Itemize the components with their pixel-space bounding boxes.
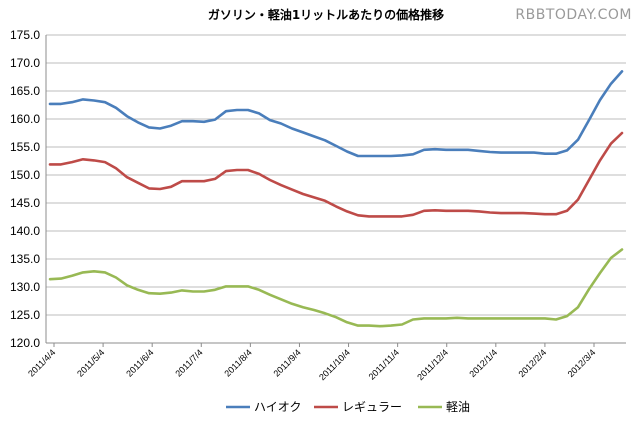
y-tick-label: 140.0 xyxy=(10,224,40,238)
axes xyxy=(45,35,626,347)
series-line-1 xyxy=(48,131,624,218)
series-line-2 xyxy=(48,248,624,328)
legend-label-1: レギュラー xyxy=(342,400,402,414)
legend-label-0: ハイオク xyxy=(254,400,302,414)
gridlines xyxy=(46,34,626,344)
legend-label-2: 軽油 xyxy=(446,400,470,414)
y-tick-label: 175.0 xyxy=(10,28,40,42)
y-tick-label: 125.0 xyxy=(10,308,40,322)
y-tick-label: 150.0 xyxy=(10,168,40,182)
y-tick-label: 160.0 xyxy=(10,112,40,126)
y-tick-label: 130.0 xyxy=(10,280,40,294)
series-lines xyxy=(48,70,624,328)
y-tick-label: 135.0 xyxy=(10,252,40,266)
series-line-0 xyxy=(48,70,624,158)
legend: ハイオク レギュラー 軽油 xyxy=(226,400,470,414)
y-tick-label: 165.0 xyxy=(10,84,40,98)
y-tick-label: 120.0 xyxy=(10,336,40,350)
y-tick-labels: 175.0 170.0 165.0 160.0 155.0 150.0 145.0 140.0… xyxy=(10,28,40,350)
watermark: RBBTODAY.COM xyxy=(515,7,632,23)
y-tick-label: 170.0 xyxy=(10,56,40,70)
chart-title: ガソリン・軽油1リットルあたりの価格推移 xyxy=(208,7,444,22)
y-tick-label: 145.0 xyxy=(10,196,40,210)
y-tick-label: 155.0 xyxy=(10,140,40,154)
